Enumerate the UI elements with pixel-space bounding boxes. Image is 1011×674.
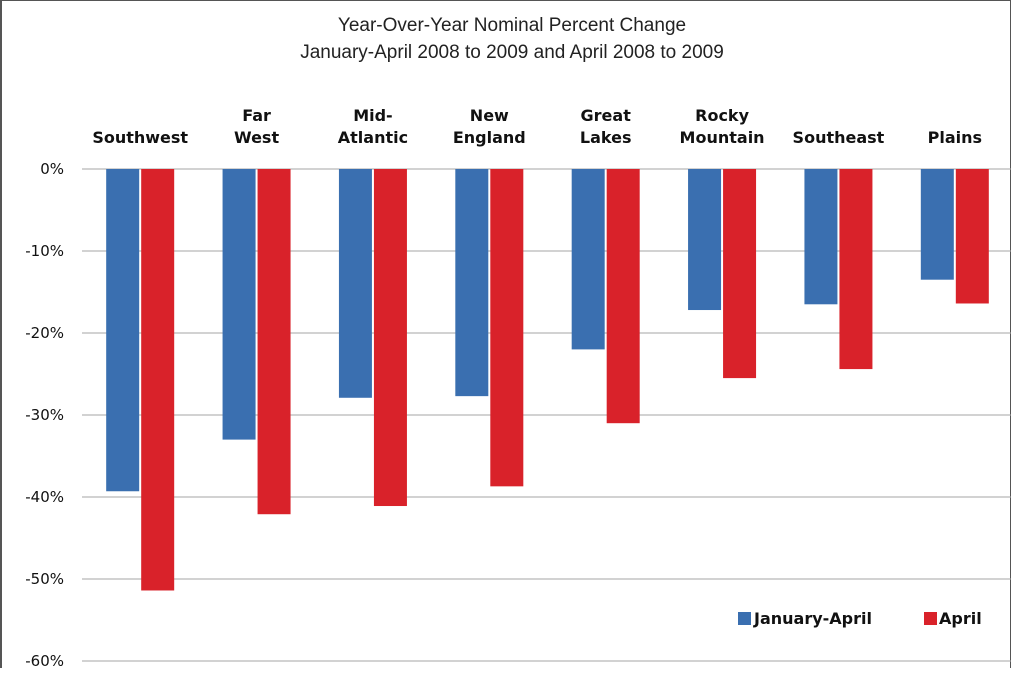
category-label: Far xyxy=(242,106,271,125)
category-label: England xyxy=(453,128,526,147)
legend-swatch xyxy=(924,612,937,625)
category-label: Southeast xyxy=(793,128,885,147)
legend-swatch xyxy=(738,612,751,625)
bar-january-april xyxy=(455,169,489,397)
bar-april xyxy=(490,169,524,487)
bar-april xyxy=(723,169,757,379)
bar-april xyxy=(141,169,175,591)
y-tick-label: -30% xyxy=(25,406,64,424)
y-tick-label: -20% xyxy=(25,324,64,342)
bar-january-april xyxy=(106,169,140,492)
chart-subtitle: January-April 2008 to 2009 and April 200… xyxy=(300,42,724,63)
bar-april xyxy=(839,169,873,370)
y-tick-label: -50% xyxy=(25,570,64,588)
category-label: West xyxy=(234,128,279,147)
y-tick-label: 0% xyxy=(40,160,64,178)
bar-january-april xyxy=(920,169,954,280)
bar-january-april xyxy=(222,169,256,440)
bar-april xyxy=(257,169,291,515)
category-label: Mountain xyxy=(680,128,765,147)
y-tick-label: -40% xyxy=(25,488,64,506)
y-axis-ticks: 0% -10% -20% -30% -40% -50% -60% xyxy=(25,160,64,670)
bar-january-april xyxy=(571,169,605,350)
chart-title: Year-Over-Year Nominal Percent Change xyxy=(338,15,686,36)
category-label: Mid- xyxy=(353,106,393,125)
category-label: Atlantic xyxy=(338,128,408,147)
bar-april xyxy=(606,169,640,424)
legend-label: April xyxy=(939,609,982,628)
y-tick-label: -10% xyxy=(25,242,64,260)
category-labels: Southwest Far West Mid- Atlantic New England Gr… xyxy=(92,106,982,147)
y-tick-label: -60% xyxy=(25,652,64,669)
bar-january-april xyxy=(804,169,838,305)
bar-april xyxy=(373,169,407,507)
bars xyxy=(106,169,989,591)
category-label: Rocky xyxy=(695,106,749,125)
category-label: Great xyxy=(581,106,632,125)
legend: January-April April xyxy=(738,609,982,628)
category-label: Lakes xyxy=(580,128,632,147)
bar-january-april xyxy=(338,169,372,398)
bar-january-april xyxy=(688,169,722,311)
category-label: Plains xyxy=(928,128,982,147)
category-label: Southwest xyxy=(92,128,188,147)
legend-label: January-April xyxy=(753,609,872,628)
bar-april xyxy=(955,169,989,304)
category-label: New xyxy=(470,106,509,125)
